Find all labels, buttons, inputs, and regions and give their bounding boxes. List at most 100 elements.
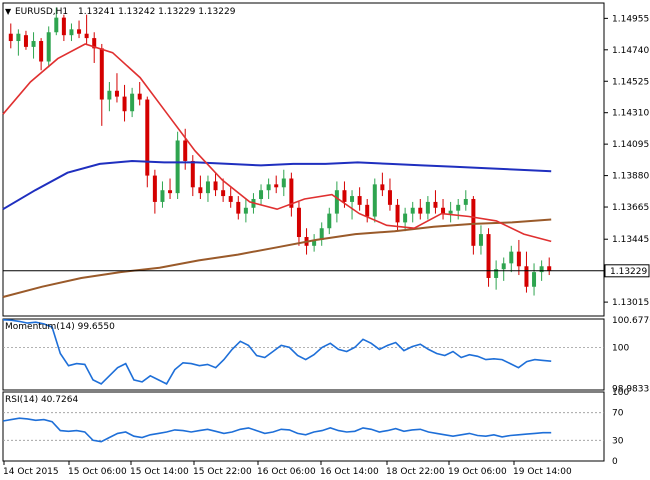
- candle-body: [486, 234, 491, 278]
- candle-body: [319, 228, 324, 240]
- candle-body: [509, 251, 514, 264]
- candle-body: [137, 93, 142, 100]
- indicator-tick-label: 98.9833: [612, 385, 649, 395]
- candle-body: [350, 196, 355, 202]
- y-tick-label: 1.13880: [612, 172, 649, 182]
- x-tick-label: 16 Oct 14:00: [320, 467, 379, 477]
- price-panel[interactable]: 1.14955 1.14740 1.14525 1.14310 1.14095 1.138…: [2, 2, 650, 317]
- candle-body: [372, 184, 377, 217]
- candle-body: [471, 198, 476, 246]
- indicator-tick-label: 0: [612, 457, 618, 467]
- indicator-line: [2, 319, 552, 385]
- candle-body: [114, 90, 119, 97]
- candle-body: [266, 184, 271, 191]
- candle-body: [312, 239, 317, 246]
- candle-body: [152, 175, 157, 202]
- y-tick-label: 1.14525: [612, 77, 649, 87]
- candle-body: [441, 207, 446, 214]
- y-tick-label: 1.13445: [612, 235, 649, 245]
- sma-mid-line: [2, 159, 552, 211]
- x-tick-label: 18 Oct 22:00: [386, 467, 445, 477]
- x-tick-label: 19 Oct 14:00: [513, 467, 572, 477]
- candle-body: [61, 17, 66, 36]
- rsi-title: RSI(14) 40.7264: [5, 395, 78, 405]
- candle-body: [524, 266, 529, 287]
- candle-body: [46, 32, 51, 62]
- candle-body: [99, 48, 104, 100]
- candle-body: [532, 272, 537, 287]
- candle-body: [213, 181, 218, 191]
- candle-body: [23, 35, 28, 47]
- x-tick-label: 15 Oct 22:00: [193, 467, 252, 477]
- y-tick-label: 1.14955: [612, 14, 649, 24]
- candle-body: [107, 90, 112, 100]
- current-price-label: 1.13229: [610, 267, 647, 277]
- y-tick-label: 1.13015: [612, 298, 649, 308]
- candle-body: [160, 190, 165, 202]
- chart-header: ▼ EURUSD,H1 1.13241 1.13242 1.13229 1.13…: [5, 7, 236, 17]
- candle-body: [221, 190, 226, 197]
- candle-body: [425, 201, 430, 214]
- x-tick-label: 19 Oct 06:00: [448, 467, 507, 477]
- candle-body: [387, 190, 392, 205]
- candle-body: [494, 269, 499, 278]
- candle-body: [289, 178, 294, 208]
- ohlc-readout: 1.13241 1.13242 1.13229 1.13229: [78, 7, 236, 17]
- candle-body: [84, 33, 89, 39]
- candle-body: [456, 204, 461, 211]
- candle-body: [236, 201, 241, 214]
- momentum-title: Momentum(14) 99.6550: [5, 322, 115, 332]
- candle-body: [516, 251, 521, 267]
- candle-body: [410, 207, 415, 214]
- candle-body: [334, 190, 339, 214]
- candle-body: [259, 190, 264, 199]
- panel-border: [2, 391, 605, 462]
- candle-body: [365, 204, 370, 217]
- candle-body: [501, 263, 506, 270]
- indicator-tick-label: 100.6776: [612, 316, 650, 326]
- symbol-label: EURUSD,H1: [15, 7, 68, 17]
- candle-body: [463, 198, 468, 205]
- candle-body: [69, 29, 74, 36]
- x-tick-label: 15 Oct 06:00: [68, 467, 127, 477]
- candle-body: [16, 33, 21, 42]
- candle-body: [418, 207, 423, 214]
- y-tick-label: 1.13665: [612, 203, 649, 213]
- candle-body: [228, 196, 233, 202]
- candle-body: [357, 196, 362, 205]
- y-tick-label: 1.14095: [612, 140, 649, 150]
- candle-body: [31, 41, 36, 47]
- candle-body: [478, 234, 483, 246]
- candle-body: [77, 29, 82, 34]
- x-tick-label: 14 Oct 2015: [3, 467, 59, 477]
- candle-body: [243, 207, 248, 214]
- candle-body: [403, 213, 408, 223]
- rsi-panel[interactable]: 100 70 30 0: [2, 388, 629, 467]
- panel-border: [2, 318, 605, 391]
- candle-body: [175, 140, 180, 194]
- indicator-tick-label: 100: [612, 388, 629, 398]
- collapse-triangle-icon: ▼: [5, 7, 12, 16]
- candle-body: [8, 33, 13, 42]
- candle-body: [54, 17, 59, 33]
- y-tick-label: 1.14740: [612, 46, 649, 56]
- candle-body: [130, 93, 135, 112]
- indicator-tick-label: 70: [612, 409, 624, 419]
- time-axis: 14 Oct 2015 15 Oct 06:00 15 Oct 14:00 15 Oc…: [3, 461, 572, 477]
- sma-slow-line: [2, 218, 552, 298]
- momentum-panel[interactable]: 100.677610098.9833: [2, 316, 650, 395]
- candle-body: [122, 96, 127, 112]
- candle-body: [198, 187, 203, 194]
- indicator-tick-label: 100: [612, 343, 629, 353]
- candle-body: [539, 266, 544, 273]
- candle-body: [433, 201, 438, 208]
- x-tick-label: 15 Oct 14:00: [130, 467, 189, 477]
- candle-body: [327, 213, 332, 229]
- candle-body: [92, 38, 97, 49]
- candle-body: [296, 207, 301, 238]
- candle-body: [190, 160, 195, 188]
- candle-body: [168, 190, 173, 194]
- candle-body: [380, 184, 385, 191]
- candle-body: [448, 210, 453, 214]
